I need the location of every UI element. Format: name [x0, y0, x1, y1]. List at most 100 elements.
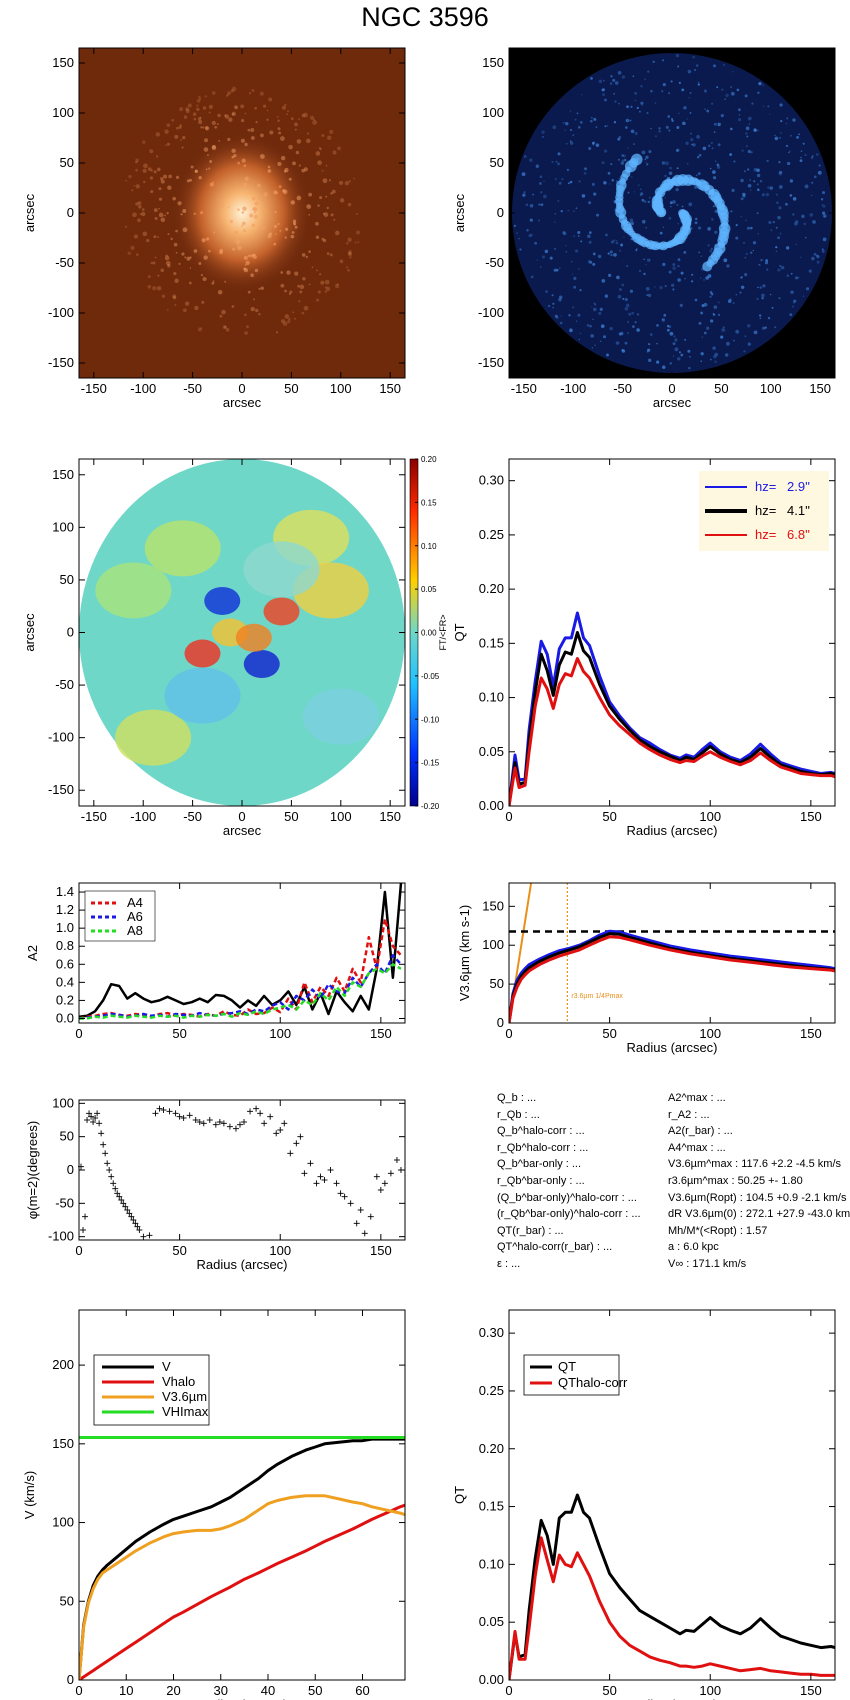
x-tick-label: 50: [602, 1026, 616, 1041]
star-dot: [324, 290, 328, 293]
residual-dot: [696, 135, 700, 139]
residual-dot: [669, 331, 674, 336]
residual-dot: [693, 68, 697, 72]
phase-point: [347, 1200, 354, 1207]
residual-dot: [668, 171, 673, 176]
x-tick-label: 0: [668, 381, 675, 396]
residual-dot: [676, 125, 680, 129]
phase-point: [341, 1193, 348, 1200]
residual-dot: [780, 119, 783, 123]
residual-dot: [673, 335, 676, 338]
star-dot: [316, 269, 318, 272]
residual-dot: [601, 88, 604, 92]
star-dot: [204, 95, 207, 98]
residual-dot: [707, 227, 711, 231]
star-dot: [329, 253, 333, 257]
residual-dot: [537, 219, 541, 222]
legend-label: hz=: [755, 503, 776, 518]
residual-dot: [748, 123, 751, 126]
force-blob: [243, 650, 280, 679]
residual-dot: [744, 94, 748, 98]
residual-dot: [740, 276, 743, 279]
residual-dot: [768, 220, 772, 225]
star-dot: [198, 119, 203, 125]
residual-dot: [641, 219, 646, 224]
y-tick-label: 100: [52, 105, 74, 120]
residual-dot: [709, 358, 712, 361]
star-dot: [303, 305, 309, 311]
residual-dot: [633, 143, 635, 145]
residual-dot: [794, 276, 798, 280]
residual-dot: [569, 141, 574, 145]
star-dot: [284, 236, 287, 239]
residual-dot: [696, 64, 699, 67]
residual-dot: [614, 100, 617, 103]
force-blob: [144, 520, 221, 577]
star-dot: [329, 129, 334, 134]
residual-dot: [687, 69, 692, 74]
residual-dot: [610, 253, 613, 257]
y-tick-label: -100: [48, 305, 74, 320]
residual-dot: [695, 217, 698, 221]
residual-dot: [629, 119, 632, 122]
star-dot: [248, 92, 252, 95]
y-tick-label: -150: [48, 355, 74, 370]
residual-dot: [628, 312, 632, 316]
star-dot: [269, 232, 273, 236]
residual-dot: [753, 128, 757, 132]
star-dot: [301, 168, 305, 173]
residual-dot: [640, 85, 643, 88]
residual-dot: [609, 250, 613, 254]
star-dot: [240, 104, 245, 109]
residual-dot: [764, 261, 769, 265]
residual-dot: [632, 75, 635, 78]
residual-dot: [529, 203, 534, 208]
residual-dot: [725, 353, 729, 357]
star-dot: [224, 114, 227, 117]
star-dot: [147, 167, 152, 171]
info-right-line: A2^max : ...: [668, 1092, 726, 1104]
star-dot: [315, 235, 320, 239]
x-tick-label: 150: [379, 809, 401, 824]
star-dot: [252, 253, 256, 257]
star-dot: [200, 327, 203, 329]
residual-dot: [513, 224, 517, 227]
residual-dot: [787, 161, 791, 166]
x-axis-label: arcsec: [223, 823, 262, 838]
y-tick-label: 150: [482, 55, 504, 70]
star-dot: [224, 280, 227, 283]
phase-point: [317, 1173, 324, 1180]
residual-dot: [593, 307, 597, 312]
residual-dot: [744, 257, 746, 259]
x-tick-label: 150: [809, 381, 831, 396]
residual-dot: [775, 226, 778, 229]
star-dot: [217, 289, 223, 295]
phase-point: [337, 1190, 344, 1197]
star-dot: [219, 314, 223, 318]
residual-dot: [665, 125, 669, 129]
residual-dot: [568, 314, 571, 317]
star-dot: [227, 206, 230, 209]
phase-point: [102, 1150, 109, 1157]
star-dot: [211, 144, 216, 149]
residual-dot: [626, 265, 629, 268]
info-left-line: QT(r_bar) : ...: [497, 1224, 564, 1237]
residual-dot: [648, 196, 651, 199]
y-tick-label: 0.0: [56, 1010, 74, 1025]
y-tick-label: 0: [67, 1162, 74, 1177]
residual-dot: [746, 145, 748, 147]
residual-dot: [659, 231, 663, 235]
star-dot: [244, 264, 247, 266]
residual-dot: [618, 135, 622, 139]
phase-point: [90, 1119, 97, 1125]
residual-dot: [750, 251, 753, 254]
star-dot: [328, 179, 332, 182]
y-tick-label: 0.4: [56, 974, 74, 989]
residual-dot: [646, 111, 649, 115]
star-dot: [312, 120, 318, 125]
star-dot: [346, 242, 349, 245]
star-dot: [201, 238, 206, 243]
star-dot: [263, 208, 268, 212]
residual-dot: [645, 155, 649, 159]
phase-point: [108, 1173, 115, 1180]
